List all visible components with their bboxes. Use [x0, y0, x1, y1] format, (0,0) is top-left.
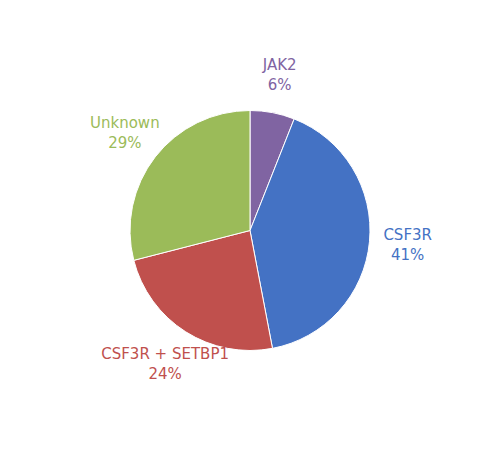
page: {"chart_data": {"type": "pie", "categori… [0, 0, 500, 461]
data-label: 29% [108, 134, 141, 152]
labels: JAK2 6% CSF3R 41% CSF3R + SETBP1 24% Unknown 29… [90, 56, 432, 383]
data-label: 6% [268, 76, 292, 94]
slice-label: CSF3R + SETBP1 [101, 345, 229, 363]
slice-label: CSF3R [383, 226, 432, 244]
chart-container: JAK2 6% CSF3R 41% CSF3R + SETBP1 24% Unknown 29… [0, 0, 500, 461]
data-label: 41% [391, 246, 424, 264]
slice-label: Unknown [90, 114, 160, 132]
chart: JAK2 6% CSF3R 41% CSF3R + SETBP1 24% Unknown 29… [0, 0, 500, 461]
data-label: 24% [148, 365, 181, 383]
slice-label: JAK2 [262, 56, 297, 74]
pie-slice [130, 111, 250, 261]
pie-slice [250, 119, 370, 348]
slices [130, 111, 370, 351]
